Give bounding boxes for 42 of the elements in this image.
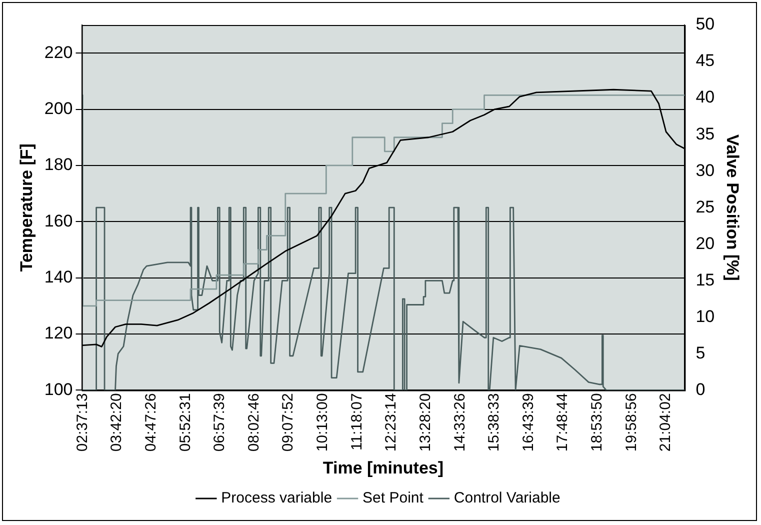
x-tick-label: 02:37:13 [74,393,91,452]
x-tick-label: 21:04:02 [657,393,674,452]
x-tick-label: 19:58:56 [622,393,640,452]
x-axis-title: Time [minutes] [322,458,444,478]
y-tick-label: 220 [44,42,73,62]
x-tick-label: 05:52:31 [176,393,194,452]
x-tick-label: 11:18:07 [348,393,366,450]
x-tick-label: 06:57:39 [211,393,228,452]
y2-tick-label: 25 [696,197,715,216]
y2-tick-label: 0 [696,380,706,399]
y-tick-label: 180 [44,155,73,174]
y2-tick-label: 15 [696,270,715,290]
x-tick-label: 12:23:14 [382,393,400,452]
x-tick-label: 08:02:46 [245,393,262,452]
y2-tick-label: 35 [696,124,715,144]
x-tick-label: 16:43:39 [520,393,537,452]
y2-tick-label: 40 [696,88,715,107]
y2-tick-label: 5 [696,343,706,362]
legend-label: Control Variable [454,490,560,507]
y2-tick-label: 50 [696,14,715,34]
x-tick-label: 10:13:00 [314,393,332,452]
y-tick-label: 200 [44,98,73,118]
x-tick-label: 14:33:26 [451,393,468,452]
y-tick-label: 160 [44,211,73,230]
y2-tick-label: 45 [696,51,715,70]
x-tick-label: 18:53:50 [588,393,606,452]
y2-tick-label: 30 [696,160,715,180]
x-tick-label: 04:47:26 [142,393,160,452]
y-tick-label: 120 [44,324,73,343]
y2-tick-label: 20 [696,234,715,253]
y-tick-label: 100 [44,380,73,399]
x-tick-label: 03:42:20 [108,393,126,452]
legend-label: Set Point [362,490,424,507]
y2-axis-title: Valve Position [%] [723,134,742,281]
x-tick-label: 13:28:20 [416,393,434,452]
y2-tick-label: 10 [696,306,715,326]
x-tick-label: 09:07:52 [280,393,297,452]
x-tick-label: 17:48:44 [554,393,572,452]
x-tick-label: 15:38:33 [486,393,503,452]
y-axis-title: Temperature [F] [16,144,36,272]
legend-label: Process variable [221,490,332,507]
y-tick-label: 140 [44,268,73,287]
